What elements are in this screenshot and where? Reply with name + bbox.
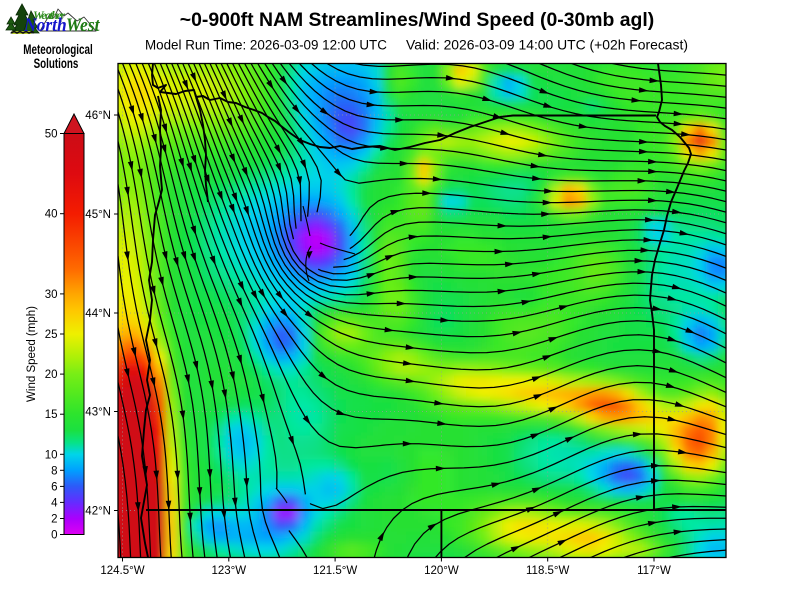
svg-text:4: 4 (51, 497, 58, 509)
svg-text:15: 15 (45, 409, 58, 421)
svg-text:0: 0 (51, 530, 57, 542)
svg-text:~0-900ft NAM Streamlines/Wind: ~0-900ft NAM Streamlines/Wind Speed (0-3… (180, 9, 654, 31)
svg-text:Valid: 2026-03-09 14:00 UTC (: Valid: 2026-03-09 14:00 UTC (+02h Foreca… (406, 37, 688, 53)
svg-text:124.5°W: 124.5°W (100, 565, 144, 577)
svg-text:Wind Speed (mph): Wind Speed (mph) (26, 306, 38, 402)
svg-text:30: 30 (45, 289, 58, 301)
svg-text:Solutions: Solutions (34, 55, 79, 71)
svg-text:20: 20 (45, 369, 58, 381)
svg-text:123°W: 123°W (211, 565, 246, 577)
svg-text:43°N: 43°N (85, 407, 111, 419)
svg-text:10: 10 (45, 449, 58, 461)
svg-text:120°W: 120°W (424, 565, 459, 577)
svg-text:25: 25 (45, 329, 58, 341)
svg-text:40: 40 (45, 209, 58, 221)
svg-text:45°N: 45°N (85, 209, 111, 221)
svg-text:6: 6 (51, 481, 57, 493)
svg-text:NorthWest: NorthWest (23, 14, 100, 35)
svg-text:2: 2 (51, 514, 57, 526)
svg-text:50: 50 (45, 129, 58, 141)
svg-text:121.5°W: 121.5°W (313, 565, 357, 577)
svg-text:Model Run Time: 2026-03-09 12:: Model Run Time: 2026-03-09 12:00 UTC (145, 38, 387, 53)
svg-text:117°W: 117°W (637, 565, 671, 577)
svg-text:Weather: Weather (33, 8, 65, 22)
svg-text:42°N: 42°N (85, 506, 111, 518)
svg-text:8: 8 (51, 465, 57, 477)
svg-text:46°N: 46°N (85, 110, 111, 122)
svg-text:Meteorological: Meteorological (23, 41, 92, 57)
svg-text:44°N: 44°N (85, 308, 111, 320)
svg-text:118.5°W: 118.5°W (526, 565, 570, 577)
